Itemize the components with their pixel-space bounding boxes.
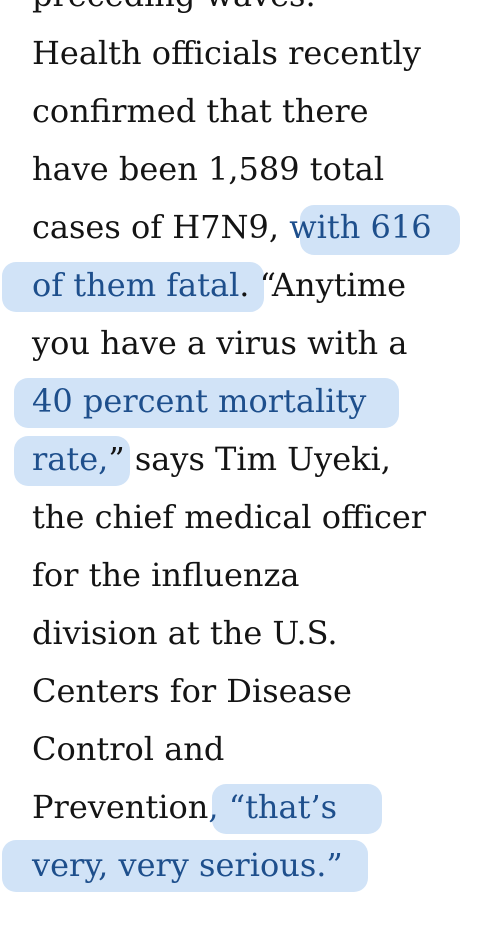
article-line: Control and: [32, 720, 477, 778]
text-segment: Control and: [32, 730, 225, 768]
article-line: cases of H7N9, with 616: [32, 198, 477, 256]
text-segment: confirmed that there: [32, 92, 369, 130]
highlight-mark: [300, 205, 460, 255]
article-line: very, very serious.”: [32, 836, 477, 894]
article-line: have been 1,589 total: [32, 140, 477, 198]
highlighted-text: with 616: [289, 208, 432, 246]
highlight-mark: [2, 840, 368, 892]
highlight-mark: [14, 436, 130, 486]
highlight-mark: [2, 262, 264, 312]
article-line: Prevention, “that’s: [32, 778, 477, 836]
highlighted-text: 40 percent mortality: [32, 382, 367, 420]
text-segment: Health officials recently: [32, 34, 421, 72]
text-segment: division at the U.S.: [32, 614, 338, 652]
article-line: confirmed that there: [32, 82, 477, 140]
text-segment: preceding waves.: [32, 0, 316, 14]
highlight-mark: [212, 784, 382, 834]
article-line: division at the U.S.: [32, 604, 477, 662]
highlighted-text: , “that’s: [208, 788, 338, 826]
text-segment: have been 1,589 total: [32, 150, 385, 188]
text-segment: cases of H7N9,: [32, 208, 290, 246]
article-line: rate,” says Tim Uyeki,: [32, 430, 477, 488]
text-segment: you have a virus with a: [32, 324, 408, 362]
article-line: the chief medical officer: [32, 488, 477, 546]
text-segment: Prevention: [32, 788, 209, 826]
highlighted-text: of them fatal: [32, 266, 240, 304]
highlighted-text: rate,: [32, 440, 109, 478]
text-segment: Centers for Disease: [32, 672, 352, 710]
article-line: of them fatal. “Anytime: [32, 256, 477, 314]
article-body: preceding waves. Health officials recent…: [32, 0, 477, 894]
text-segment: for the influenza: [32, 556, 300, 594]
text-segment: the chief medical officer: [32, 498, 427, 536]
article-line: Health officials recently: [32, 24, 477, 82]
article-line: preceding waves.: [32, 0, 477, 24]
highlight-mark: [14, 378, 399, 428]
article-line: you have a virus with a: [32, 314, 477, 372]
article-line: for the influenza: [32, 546, 477, 604]
article-line: Centers for Disease: [32, 662, 477, 720]
highlighted-text: very, very serious.”: [32, 846, 343, 884]
article-line: 40 percent mortality: [32, 372, 477, 430]
text-segment: . “Anytime: [239, 266, 407, 304]
text-segment: ” says Tim Uyeki,: [108, 440, 391, 478]
